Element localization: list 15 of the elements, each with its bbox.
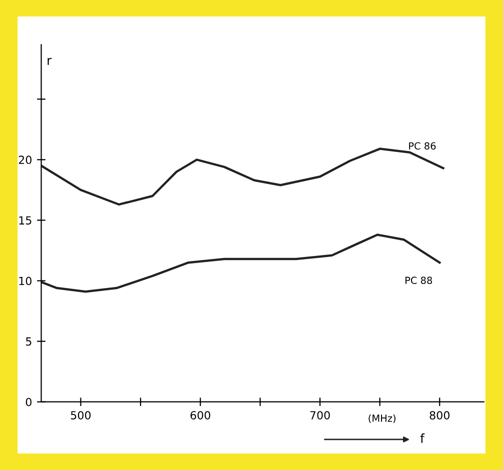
x-tick-label: 700 [310, 411, 330, 420]
series-label: PC 86 [409, 142, 436, 150]
y-tick-label: 0 [26, 398, 32, 406]
line-series [41, 234, 441, 293]
y-tick-label: 20 [18, 156, 32, 164]
text: (MHz) [368, 414, 396, 424]
y-tick-label: 10 [19, 276, 32, 286]
y-tick-label: 5 [26, 337, 32, 346]
y-tick-label: 15 [19, 216, 32, 225]
x-axis-title: f [420, 433, 425, 443]
x-tick-label: 600 [190, 411, 210, 420]
x-tick-label: 500 [70, 411, 91, 420]
series-label: PC 88 [406, 276, 432, 284]
y-axis-title: r [48, 58, 52, 65]
x-tick-label: 800 [430, 411, 450, 420]
